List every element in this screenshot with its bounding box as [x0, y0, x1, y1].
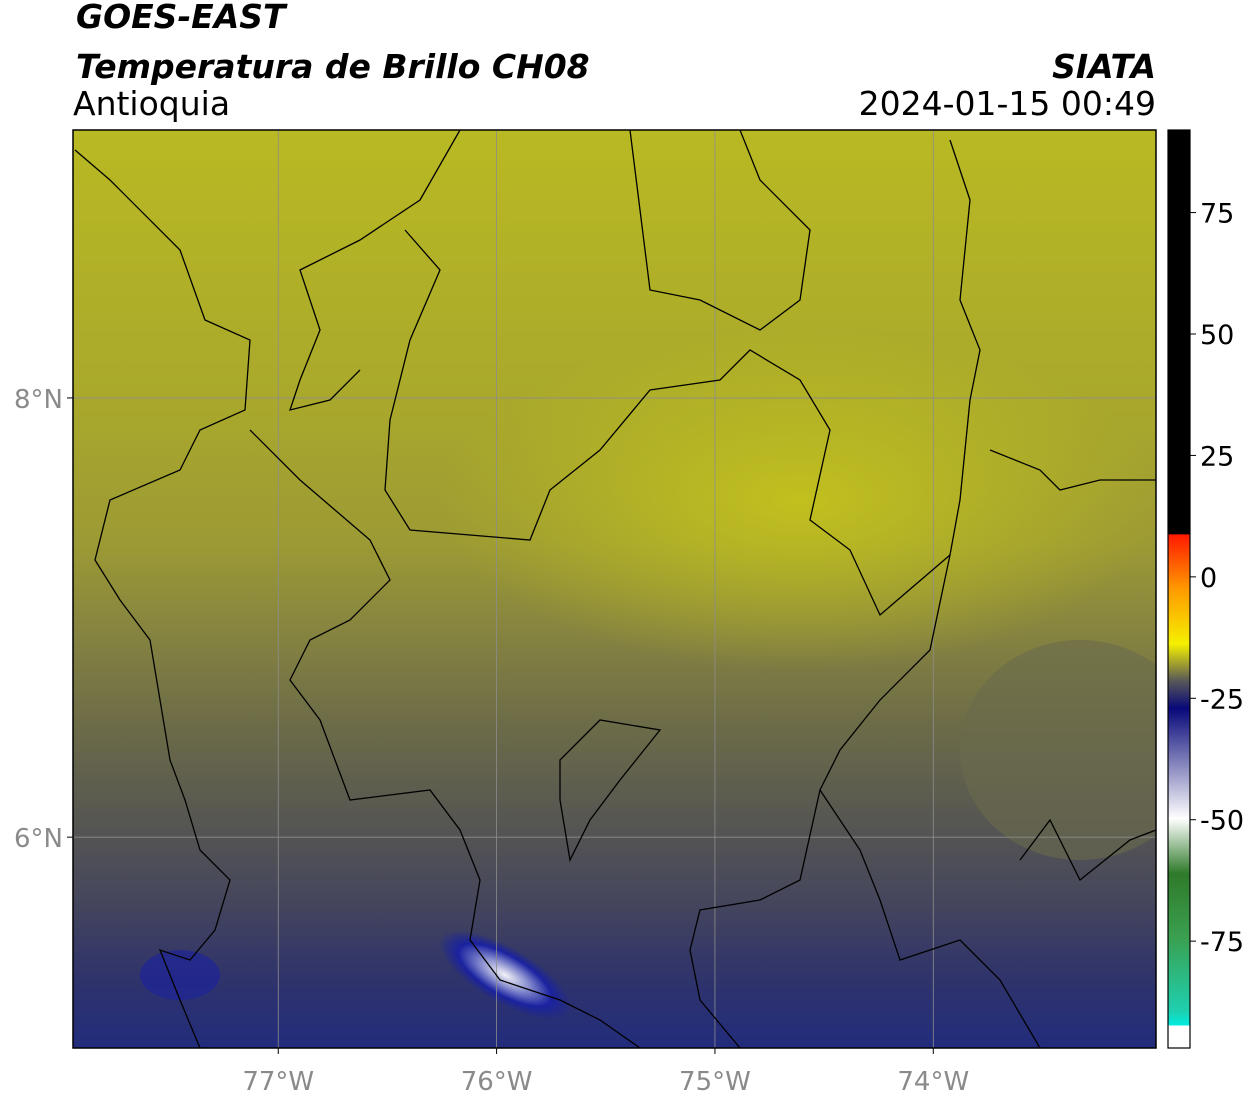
colorbar-tick-label: 75 — [1200, 199, 1234, 230]
field-patch — [960, 640, 1156, 860]
coastline — [289, 130, 461, 411]
boundary — [384, 139, 981, 617]
region: Antioquia — [73, 84, 230, 123]
subtitle: Temperatura de Brillo CH08 — [76, 47, 590, 86]
colorbar-tick-label: 25 — [1200, 441, 1234, 472]
grid — [73, 130, 1156, 1048]
cold-patch — [140, 950, 220, 1000]
boundary — [689, 554, 951, 1048]
colorbar-ticks: 75 50 25 0 -25 -50 -75 — [1190, 199, 1244, 958]
colorbar-tick-label: 0 — [1200, 563, 1217, 594]
lat-tick-label: 8°N — [14, 385, 63, 415]
colorbar — [1167, 129, 1191, 1049]
colorbar-tick-label: 50 — [1200, 320, 1234, 351]
boundary — [819, 789, 1041, 1048]
boundary — [559, 719, 662, 863]
agency: SIATA — [1052, 47, 1156, 86]
coastline — [74, 149, 251, 1048]
cold-streak — [438, 930, 572, 1020]
title: GOES-EAST — [76, 0, 288, 36]
boundary — [989, 449, 1156, 491]
map-frame — [72, 129, 1157, 1049]
lon-tick-label: 76°W — [461, 1067, 533, 1097]
lon-tick-label: 74°W — [897, 1067, 969, 1097]
lon-tick-label: 77°W — [242, 1067, 314, 1097]
lon-tick-label: 75°W — [679, 1067, 751, 1097]
colorbar-tick-label: -75 — [1200, 927, 1244, 958]
map — [73, 130, 1156, 1048]
warm-area — [440, 330, 1156, 670]
boundary — [249, 429, 641, 1048]
colorbar-tick-label: -50 — [1200, 806, 1244, 837]
boundary — [629, 130, 811, 331]
datetime: 2024-01-15 00:49 — [859, 84, 1156, 123]
lat-tick-label: 6°N — [14, 824, 63, 854]
colorbar-tick-label: -25 — [1200, 684, 1244, 715]
map-ticks: 77°W 76°W 75°W 74°W 8°N 6°N — [14, 385, 969, 1097]
boundary — [1019, 818, 1156, 882]
